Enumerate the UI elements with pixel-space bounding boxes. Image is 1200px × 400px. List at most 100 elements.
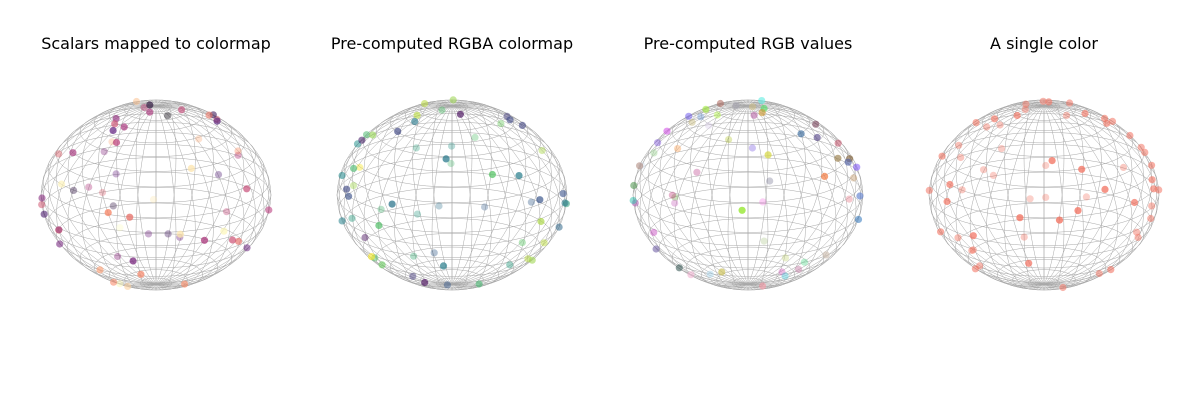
scatter-point [518, 121, 526, 129]
scatter-point [110, 278, 118, 286]
scatter-point [725, 136, 733, 144]
scatter-point [98, 188, 107, 197]
scatter-point [958, 186, 966, 194]
scatter-point [178, 106, 186, 114]
panel-rgb-values: Pre-computed RGB values [598, 0, 898, 400]
scatter-point [70, 186, 78, 194]
wireframe-meridian [727, 99, 749, 285]
scatter-point [132, 97, 141, 106]
scatter-point [845, 195, 853, 203]
scatter-point [220, 227, 228, 235]
scatter-point [955, 141, 963, 149]
scatter-point [497, 120, 505, 128]
scatter-point [537, 217, 545, 226]
scatter-point [421, 100, 429, 108]
scatter-point [675, 264, 683, 272]
chart-title: Pre-computed RGB values [643, 34, 853, 53]
wireframe-meridian [747, 105, 769, 291]
scatter-point [968, 246, 976, 255]
scatter-point [702, 105, 710, 113]
scatter-point [706, 270, 714, 278]
wireframe-parallel [954, 113, 1134, 172]
wireframe-parallel [639, 187, 857, 259]
scatter-point [938, 152, 946, 160]
wireframe-parallel [928, 157, 1160, 233]
wireframe-parallel [732, 277, 764, 289]
scatter-point [116, 224, 124, 232]
scatter-point [748, 144, 756, 152]
wireframe-parallel [935, 131, 1153, 203]
scatter-point [738, 206, 746, 214]
scatter-point [124, 282, 132, 290]
scatter-point [671, 193, 679, 201]
scatter-point [471, 133, 479, 141]
scatter-point [200, 236, 209, 244]
scatter-point [187, 164, 195, 172]
scatter-point [663, 127, 671, 135]
scatter-plot-rgb [629, 97, 864, 291]
scatter-point [38, 194, 46, 202]
scatter-point [488, 170, 496, 179]
scatter-point [129, 257, 137, 265]
scatter-point [1045, 98, 1053, 106]
scatter-point [732, 102, 740, 110]
scatter-point [1147, 214, 1155, 223]
panel-rgba-colormap: Pre-computed RGBA colormap [302, 0, 602, 400]
scatter-point [989, 171, 997, 179]
scatter-point [781, 254, 790, 262]
scatter-point [1148, 202, 1156, 210]
scatter-point [85, 183, 93, 191]
scatter-point [1013, 111, 1021, 120]
scatter-point [781, 272, 789, 280]
scatter-point [1020, 233, 1028, 241]
wireframe-parallel [93, 102, 219, 144]
wireframe-meridian [155, 105, 196, 290]
scatter-point [100, 148, 108, 156]
wireframe-meridian [155, 100, 196, 285]
wireframe-parallel [930, 171, 1158, 247]
scatter-point [213, 117, 221, 125]
scatter-point [363, 131, 371, 139]
scatter-point [348, 214, 356, 222]
scatter-point [856, 192, 864, 200]
scatter-point [972, 119, 980, 127]
scatter-point [834, 139, 842, 147]
scatter-point [1025, 259, 1033, 267]
scatter-point [243, 185, 251, 193]
scatter-point [705, 122, 713, 130]
scatter-point [410, 252, 418, 260]
scatter-point [234, 147, 242, 155]
scatter-point [1119, 163, 1128, 171]
scatter-point [813, 133, 821, 142]
scatter-point [369, 131, 377, 139]
scatter-point [969, 246, 977, 254]
wireframe-meridian [747, 105, 788, 290]
scatter-point [449, 96, 457, 104]
scatter-point [764, 151, 772, 159]
scatter-point [1062, 111, 1071, 119]
wireframe-parallel [79, 106, 233, 157]
scatter-point [996, 121, 1004, 129]
wireframe-parallel [140, 101, 172, 113]
wireframe-meridian [708, 105, 749, 290]
scatter-point [111, 120, 119, 128]
wireframe-meridian [708, 100, 749, 285]
scatter-point [112, 138, 121, 147]
wireframe-meridian [451, 105, 473, 291]
scatter-point [1039, 97, 1047, 105]
scatter-point [1126, 131, 1134, 140]
scatter-point [394, 127, 402, 135]
scatter-point [443, 281, 451, 289]
wireframe-parallel [56, 202, 256, 269]
scatter-point [358, 136, 366, 144]
wireframe-meridian [1043, 100, 1084, 285]
scatter-point [356, 163, 364, 171]
scatter-point [536, 196, 544, 204]
scatter-point [990, 115, 999, 123]
wireframe-parallel [658, 113, 838, 172]
wireframe-meridian [747, 99, 769, 285]
scatter-point [630, 181, 638, 190]
scatter-point [243, 244, 251, 252]
scatter-point [96, 266, 104, 274]
wireframe-sphere [336, 99, 568, 291]
